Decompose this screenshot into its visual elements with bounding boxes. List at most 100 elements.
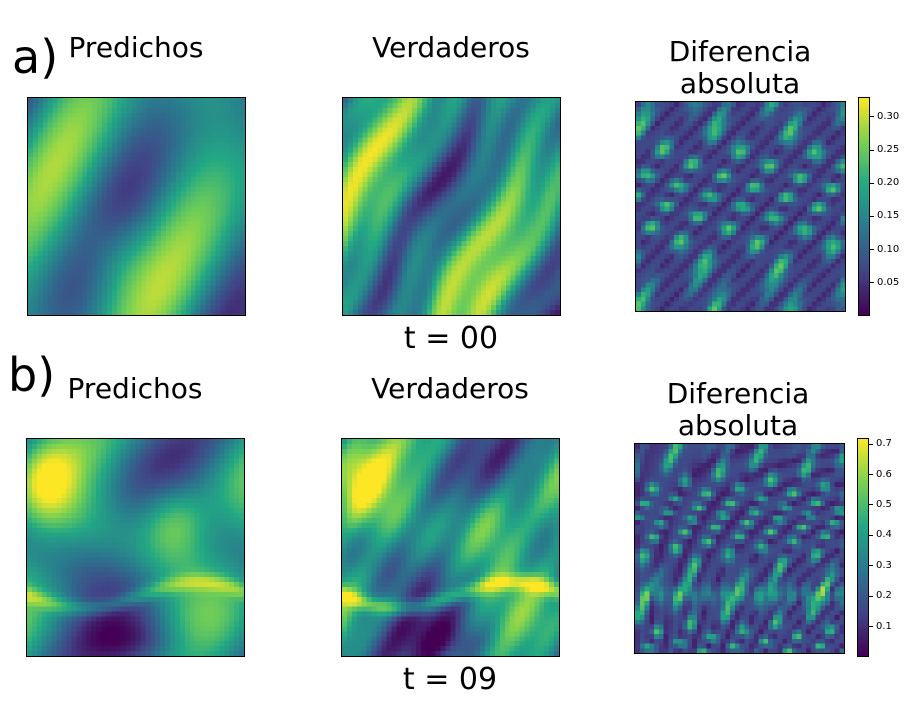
panel-a-predicted-cell xyxy=(166,176,172,183)
panel-a-true-cell xyxy=(495,147,502,153)
panel-a-difference-cell xyxy=(750,144,755,150)
panel-a-difference-cell xyxy=(659,144,665,150)
panel-a-predicted-cell xyxy=(37,216,44,222)
panel-a-predicted-cell xyxy=(200,265,206,271)
panel-a-true-cell xyxy=(535,98,541,104)
panel-a-true-cell xyxy=(397,162,403,168)
panel-a-true-cell xyxy=(343,221,349,227)
panel-a-true-cell xyxy=(545,231,551,237)
panel-a-true-cell xyxy=(515,157,521,163)
panel-a-predicted-cell xyxy=(62,290,68,296)
panel-a-true-cell xyxy=(476,132,482,138)
panel-a-difference-cell xyxy=(707,140,713,145)
panel-a-difference-cell xyxy=(674,168,679,174)
panel-a-true-cell xyxy=(357,112,363,118)
panel-a-difference-cell xyxy=(716,159,722,164)
panel-a-difference-cell xyxy=(750,206,755,212)
panel-a-difference-cell xyxy=(669,130,675,136)
panel-a-difference-cell xyxy=(688,192,694,198)
panel-a-true-cell xyxy=(555,107,560,114)
panel-a-predicted-cell xyxy=(87,102,93,109)
panel-a-true-cell xyxy=(367,191,373,197)
panel-a-true-cell xyxy=(362,206,368,212)
panel-a-true-cell xyxy=(347,162,354,168)
panel-a-true-cell xyxy=(407,102,413,109)
panel-a-predicted-cell xyxy=(32,236,39,242)
panel-a-true-cell xyxy=(377,305,383,311)
panel-a-true-cell xyxy=(362,250,368,257)
panel-a-difference-cell xyxy=(745,159,751,164)
panel-a-predicted-cell xyxy=(166,137,172,143)
panel-a-difference-cell xyxy=(835,140,841,145)
panel-a-true-cell xyxy=(520,167,526,173)
panel-a-true-cell xyxy=(441,285,447,291)
panel-a-difference-cell xyxy=(802,192,808,198)
panel-a-predicted-cell xyxy=(111,137,118,143)
panel-a-true-cell xyxy=(520,250,526,257)
panel-a-true-cell xyxy=(476,236,482,242)
panel-a-difference-cell xyxy=(830,216,836,221)
panel-a-difference-cell xyxy=(664,149,670,155)
panel-a-predicted-cell xyxy=(92,186,98,192)
panel-a-predicted-cell xyxy=(136,117,142,123)
panel-a-true-cell xyxy=(515,226,521,232)
panel-a-predicted-cell xyxy=(42,107,48,114)
panel-a-predicted-cell xyxy=(37,270,44,276)
panel-a-true-cell xyxy=(500,275,506,281)
panel-a-true-cell xyxy=(402,265,408,271)
panel-a-predicted-cell xyxy=(240,216,245,222)
panel-a-true-cell xyxy=(500,285,506,291)
panel-a-true-cell xyxy=(431,226,437,232)
panel-a-difference-cell xyxy=(759,187,765,193)
panel-a-predicted-cell xyxy=(156,102,162,109)
panel-a-true-cell xyxy=(515,181,521,188)
panel-a-predicted-cell xyxy=(235,102,241,109)
panel-a-difference-cell xyxy=(826,121,831,126)
panel-a-predicted-cell xyxy=(205,127,211,133)
panel-a-predicted-cell xyxy=(180,236,187,242)
panel-a-predicted-cell xyxy=(200,231,206,237)
panel-a-true-cell xyxy=(535,265,541,271)
panel-a-difference-cell xyxy=(740,187,746,193)
panel-a-difference-cell xyxy=(840,140,845,145)
panel-a-predicted-cell xyxy=(180,290,187,296)
panel-a-true-cell xyxy=(535,305,541,311)
panel-a-predicted-cell xyxy=(185,226,191,232)
panel-a-predicted-cell xyxy=(101,265,108,271)
panel-a-predicted-cell xyxy=(210,122,216,128)
panel-a-predicted-cell xyxy=(131,102,137,109)
panel-a-predicted-cell xyxy=(106,221,113,227)
panel-a-true-cell xyxy=(441,275,447,281)
panel-a-true-cell xyxy=(402,245,408,252)
panel-a-predicted-cell xyxy=(97,241,103,247)
panel-a-difference-cell xyxy=(697,178,703,183)
panel-a-true-cell xyxy=(456,226,462,232)
panel-a-true-cell xyxy=(530,171,536,178)
panel-a-true-cell xyxy=(352,171,359,178)
panel-a-true-cell xyxy=(362,241,368,247)
panel-a-true-cell xyxy=(525,236,531,242)
panel-a-true-cell xyxy=(377,171,383,178)
panel-a-predicted-cell xyxy=(200,241,206,247)
panel-a-predicted-cell xyxy=(121,226,127,232)
panel-a-true-cell xyxy=(436,117,442,123)
panel-a-difference-cell xyxy=(802,116,808,122)
panel-a-true-cell xyxy=(412,162,418,168)
panel-a-predicted-cell xyxy=(195,191,201,197)
panel-a-predicted-cell xyxy=(97,157,103,163)
panel-a-difference-cell xyxy=(712,159,717,164)
panel-a-difference-cell xyxy=(778,111,784,117)
panel-a-difference-cell xyxy=(693,178,698,183)
panel-a-difference-cell xyxy=(683,154,689,160)
panel-a-true-cell xyxy=(441,280,447,286)
panel-a-predicted-cell xyxy=(235,152,241,158)
panel-a-true-cell xyxy=(471,176,477,183)
panel-a-predicted-cell xyxy=(161,300,167,306)
panel-a-difference-cell xyxy=(712,116,717,122)
panel-a-true-cell xyxy=(372,147,378,153)
panel-a-predicted-cell xyxy=(171,102,177,109)
panel-a-true-cell xyxy=(407,260,413,266)
panel-a-predicted-cell xyxy=(156,221,162,227)
panel-a-true-cell xyxy=(446,171,452,178)
panel-a-predicted-cell xyxy=(82,186,88,192)
